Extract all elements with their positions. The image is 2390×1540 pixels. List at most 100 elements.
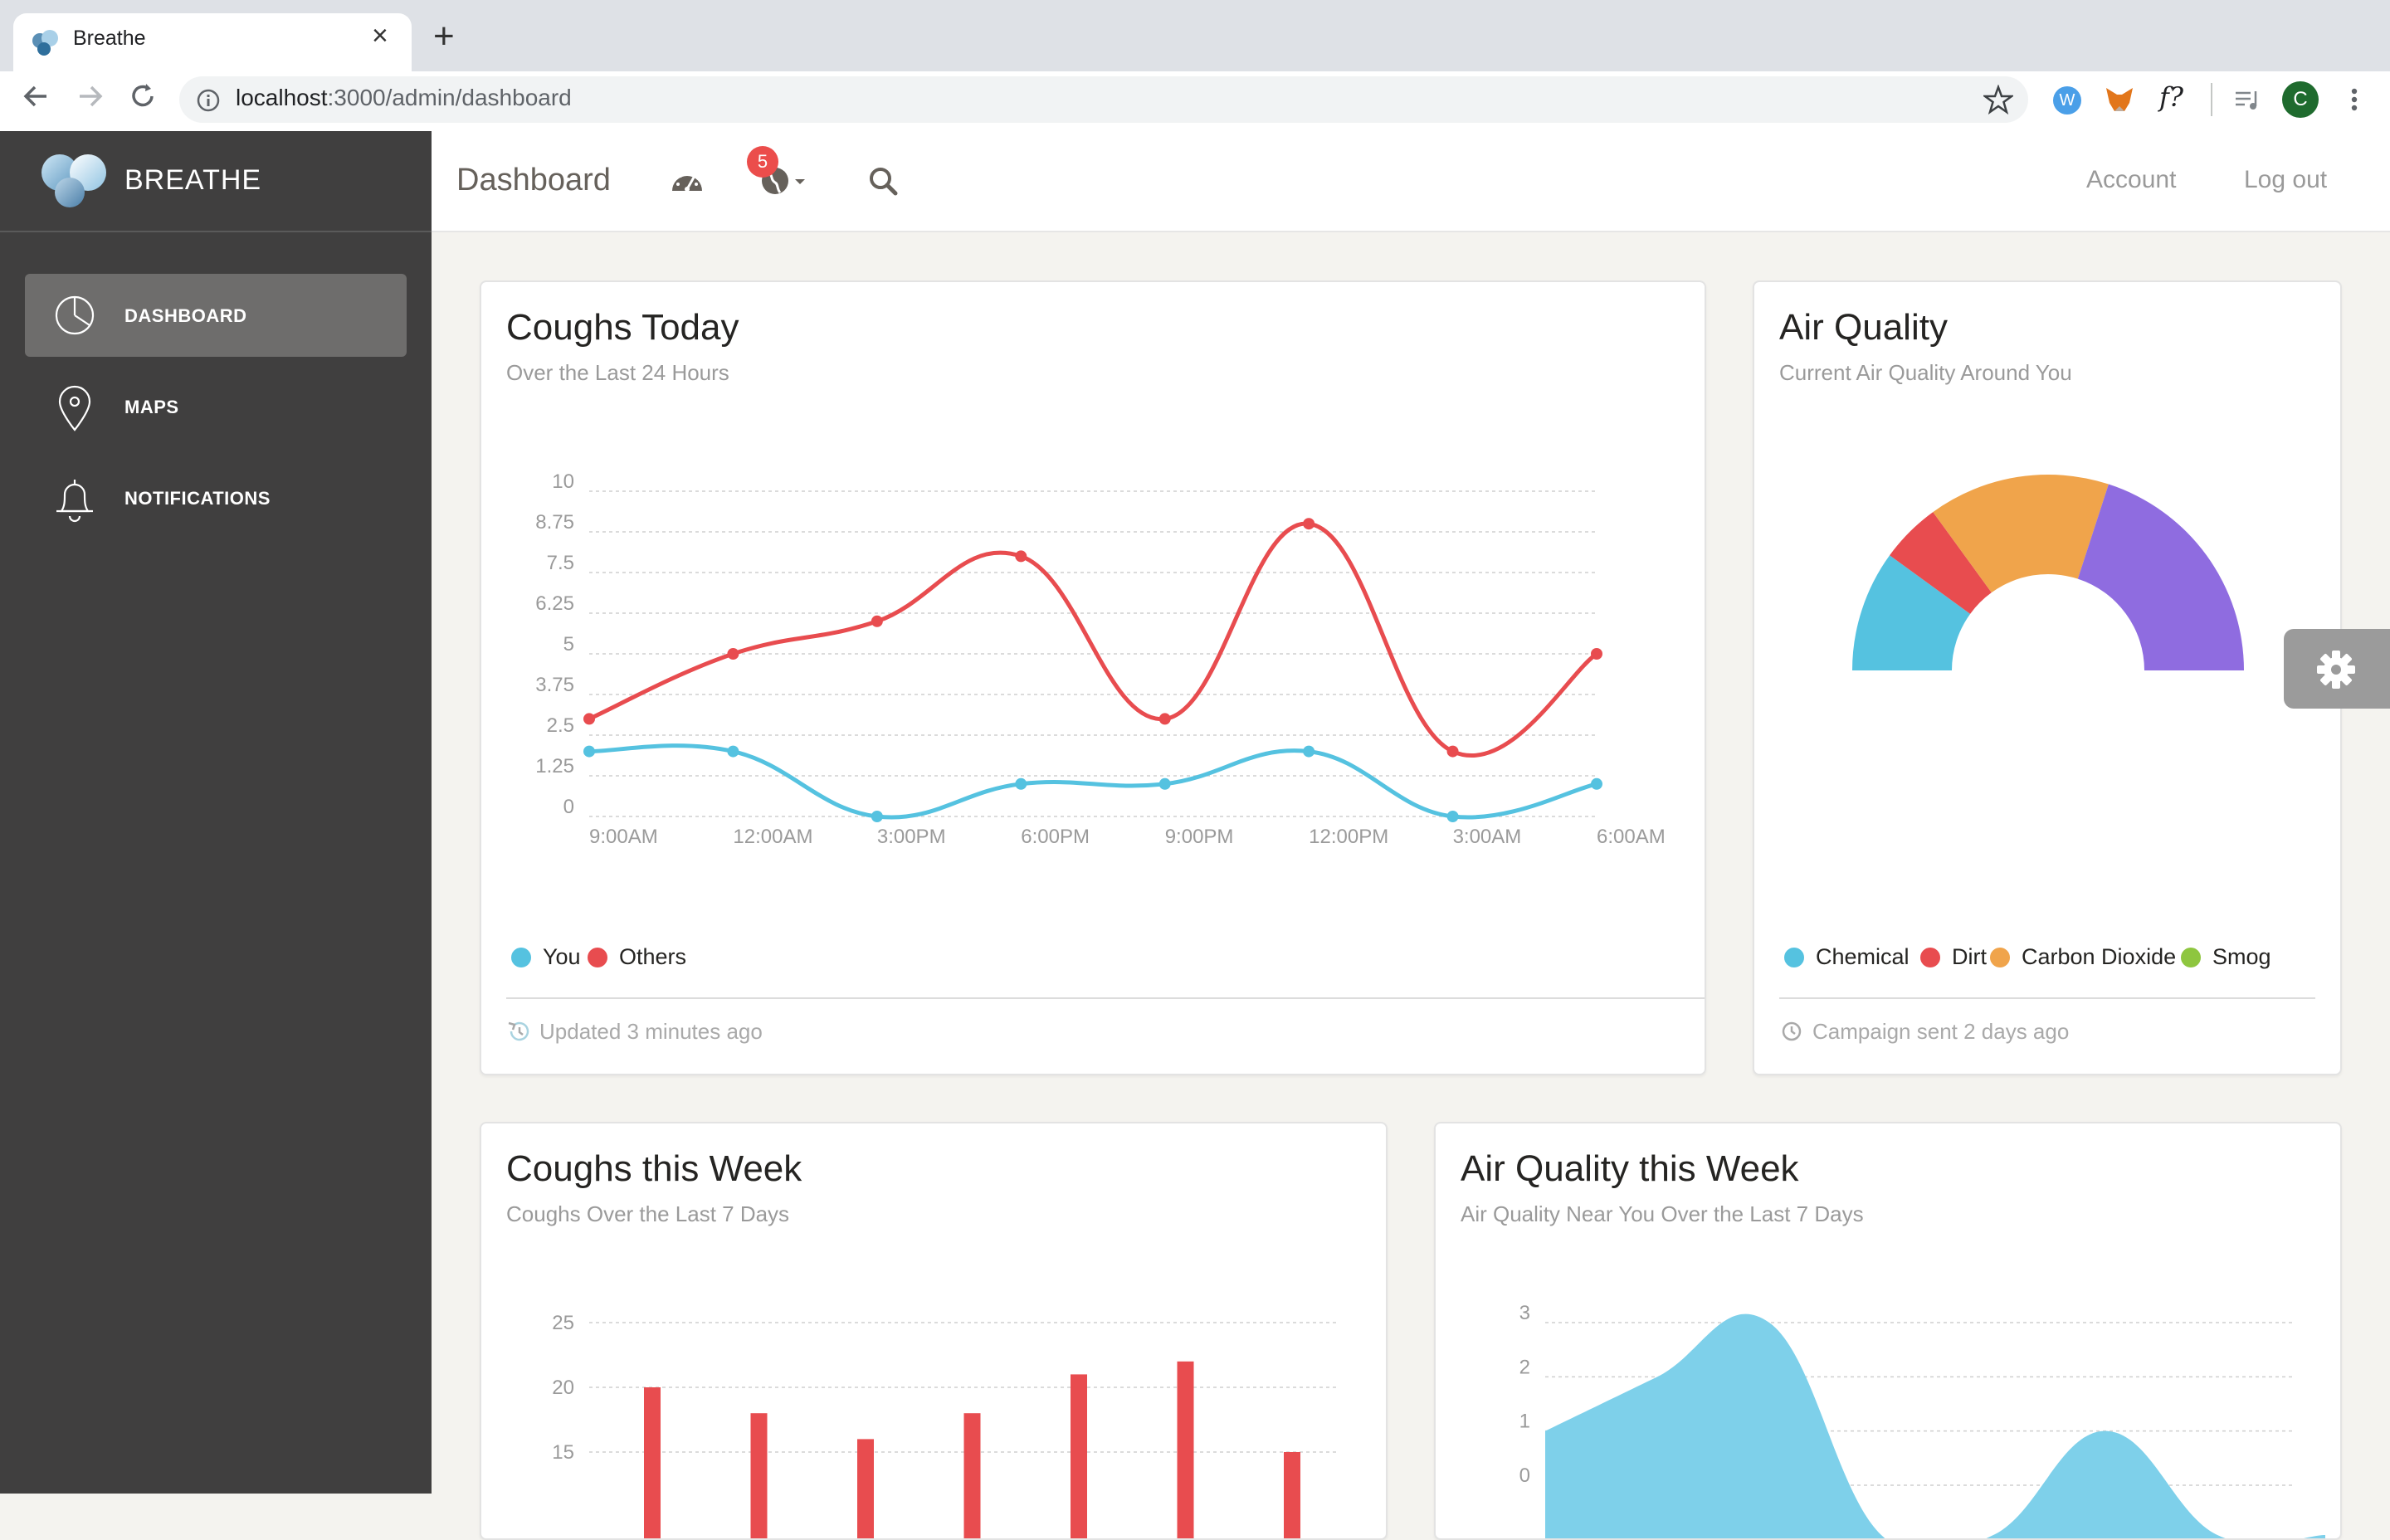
- bar: [1284, 1452, 1300, 1538]
- notification-badge: 5: [747, 146, 778, 178]
- info-icon[interactable]: [196, 88, 221, 113]
- y-tick-label: 7.5: [547, 552, 574, 574]
- bar: [750, 1413, 768, 1538]
- card-title: Air Quality: [1779, 307, 1948, 348]
- y-tick-label: 6.25: [535, 592, 574, 615]
- y-tick-label: 2: [1519, 1356, 1530, 1378]
- search-icon[interactable]: [866, 164, 900, 197]
- brand-name: BREATHE: [124, 164, 262, 196]
- forward-icon[interactable]: [73, 80, 106, 113]
- card-footer-text: Updated 3 minutes ago: [539, 1019, 763, 1044]
- y-tick-label: 2.5: [547, 714, 574, 737]
- logout-link[interactable]: Log out: [2244, 166, 2328, 193]
- sidebar-item-notifications[interactable]: NOTIFICATIONS: [25, 456, 407, 539]
- fixed-settings-button[interactable]: [2284, 629, 2390, 709]
- y-tick-label: 5: [563, 633, 574, 655]
- card-subtitle: Over the Last 24 Hours: [506, 360, 729, 385]
- card-air-quality-week: Air Quality this Week Air Quality Near Y…: [1434, 1122, 2342, 1540]
- sidebar-item-maps[interactable]: MAPS: [25, 365, 407, 448]
- card-footer-text: Campaign sent 2 days ago: [1812, 1019, 2070, 1044]
- breathe-logo: [41, 154, 106, 207]
- legend-item-smog: Smog: [2181, 944, 2271, 970]
- data-point: [871, 615, 883, 627]
- card-subtitle: Current Air Quality Around You: [1779, 360, 2072, 385]
- media-queue-icon[interactable]: [2232, 85, 2262, 115]
- clock-icon: [1782, 1021, 1802, 1041]
- legend-item-dirt: Dirt: [1920, 944, 1987, 970]
- page-title: Dashboard: [456, 163, 611, 197]
- browser-menu-icon[interactable]: [2342, 85, 2367, 115]
- legend-dot: [511, 947, 531, 967]
- legend-item-carbon-dioxide: Carbon Dioxide: [1990, 944, 2176, 970]
- reload-icon[interactable]: [126, 80, 159, 113]
- y-tick-label: 1.25: [535, 755, 574, 777]
- x-tick-label: 9:00PM: [1165, 826, 1234, 848]
- data-point: [1015, 550, 1027, 563]
- legend-item-others: Others: [588, 944, 686, 970]
- bookmark-star-icon[interactable]: [1983, 85, 2013, 115]
- legend-item-chemical: Chemical: [1784, 944, 1910, 970]
- breathe-favicon: [32, 30, 58, 56]
- data-point: [583, 713, 595, 725]
- bar: [857, 1439, 874, 1538]
- dashboard-gauge-icon[interactable]: [669, 163, 705, 199]
- x-tick-label: 6:00PM: [1021, 826, 1090, 848]
- sidebar-item-label: MAPS: [124, 397, 179, 417]
- x-tick-label: 12:00AM: [733, 826, 812, 848]
- metamask-fox-icon[interactable]: [2103, 83, 2136, 116]
- x-tick-label: 12:00PM: [1309, 826, 1388, 848]
- legend-label: Others: [619, 944, 687, 969]
- card-footer-divider: [506, 997, 1705, 999]
- browser-tab[interactable]: [13, 13, 412, 71]
- y-tick-label: 3: [1519, 1302, 1530, 1324]
- legend-dot: [588, 947, 607, 967]
- data-point: [1591, 777, 1602, 790]
- legend-label: Smog: [2212, 944, 2271, 969]
- back-icon[interactable]: [20, 80, 53, 113]
- legend-dot: [1990, 947, 2010, 967]
- data-point: [871, 811, 883, 822]
- donut-slice-chemical: [1852, 555, 1971, 670]
- address-bar[interactable]: [179, 76, 2028, 123]
- area-fill: [1545, 1313, 2325, 1538]
- air-quality-half-donut-chart: [1852, 475, 2244, 670]
- legend-dot: [2181, 947, 2201, 967]
- y-tick-label: 3.75: [535, 674, 574, 696]
- tab-close-icon[interactable]: ×: [372, 20, 388, 51]
- legend-item-you: You: [511, 944, 581, 970]
- card-footer-divider: [1779, 997, 2315, 999]
- url-text[interactable]: localhost:3000/admin/dashboard: [236, 85, 572, 111]
- x-tick-label: 3:00AM: [1453, 826, 1522, 848]
- data-point: [1446, 745, 1459, 758]
- legend-label: Carbon Dioxide: [2022, 944, 2177, 969]
- y-tick-label: 0: [1519, 1464, 1530, 1487]
- legend-dot: [1784, 947, 1804, 967]
- series-line-you: [588, 743, 1597, 820]
- card-subtitle: Air Quality Near You Over the Last 7 Day…: [1461, 1201, 1864, 1226]
- y-tick-label: 20: [552, 1377, 574, 1399]
- series-line-others: [588, 521, 1598, 758]
- extension-w-icon[interactable]: W: [2053, 86, 2081, 115]
- x-tick-label: 3:00PM: [877, 826, 946, 848]
- coughs-week-bar-chart: 25 20 15: [552, 1312, 1336, 1538]
- pie-chart-icon: [55, 295, 95, 335]
- bar: [644, 1387, 661, 1538]
- sidebar-divider: [0, 231, 432, 232]
- card-coughs-today: Coughs Today Over the Last 24 Hours 10 8.…: [480, 280, 1706, 1075]
- air-quality-week-area-chart: 3 2 1 0: [1519, 1302, 2325, 1538]
- sidebar-item-dashboard[interactable]: DASHBOARD: [25, 274, 407, 357]
- data-point: [1446, 811, 1459, 822]
- account-link[interactable]: Account: [2086, 166, 2177, 193]
- y-tick-label: 25: [552, 1312, 574, 1334]
- history-icon: [508, 1021, 529, 1041]
- y-tick-label: 1: [1519, 1411, 1530, 1433]
- extension-formula-icon[interactable]: f?: [2159, 81, 2183, 113]
- legend-dot: [1920, 947, 1940, 967]
- new-tab-button[interactable]: +: [433, 16, 455, 56]
- profile-avatar[interactable]: C: [2282, 81, 2319, 118]
- data-point: [583, 745, 595, 758]
- bar: [1071, 1374, 1087, 1538]
- gear-icon: [2317, 651, 2355, 689]
- x-tick-label: 9:00AM: [589, 826, 658, 848]
- y-tick-label: 0: [563, 796, 574, 818]
